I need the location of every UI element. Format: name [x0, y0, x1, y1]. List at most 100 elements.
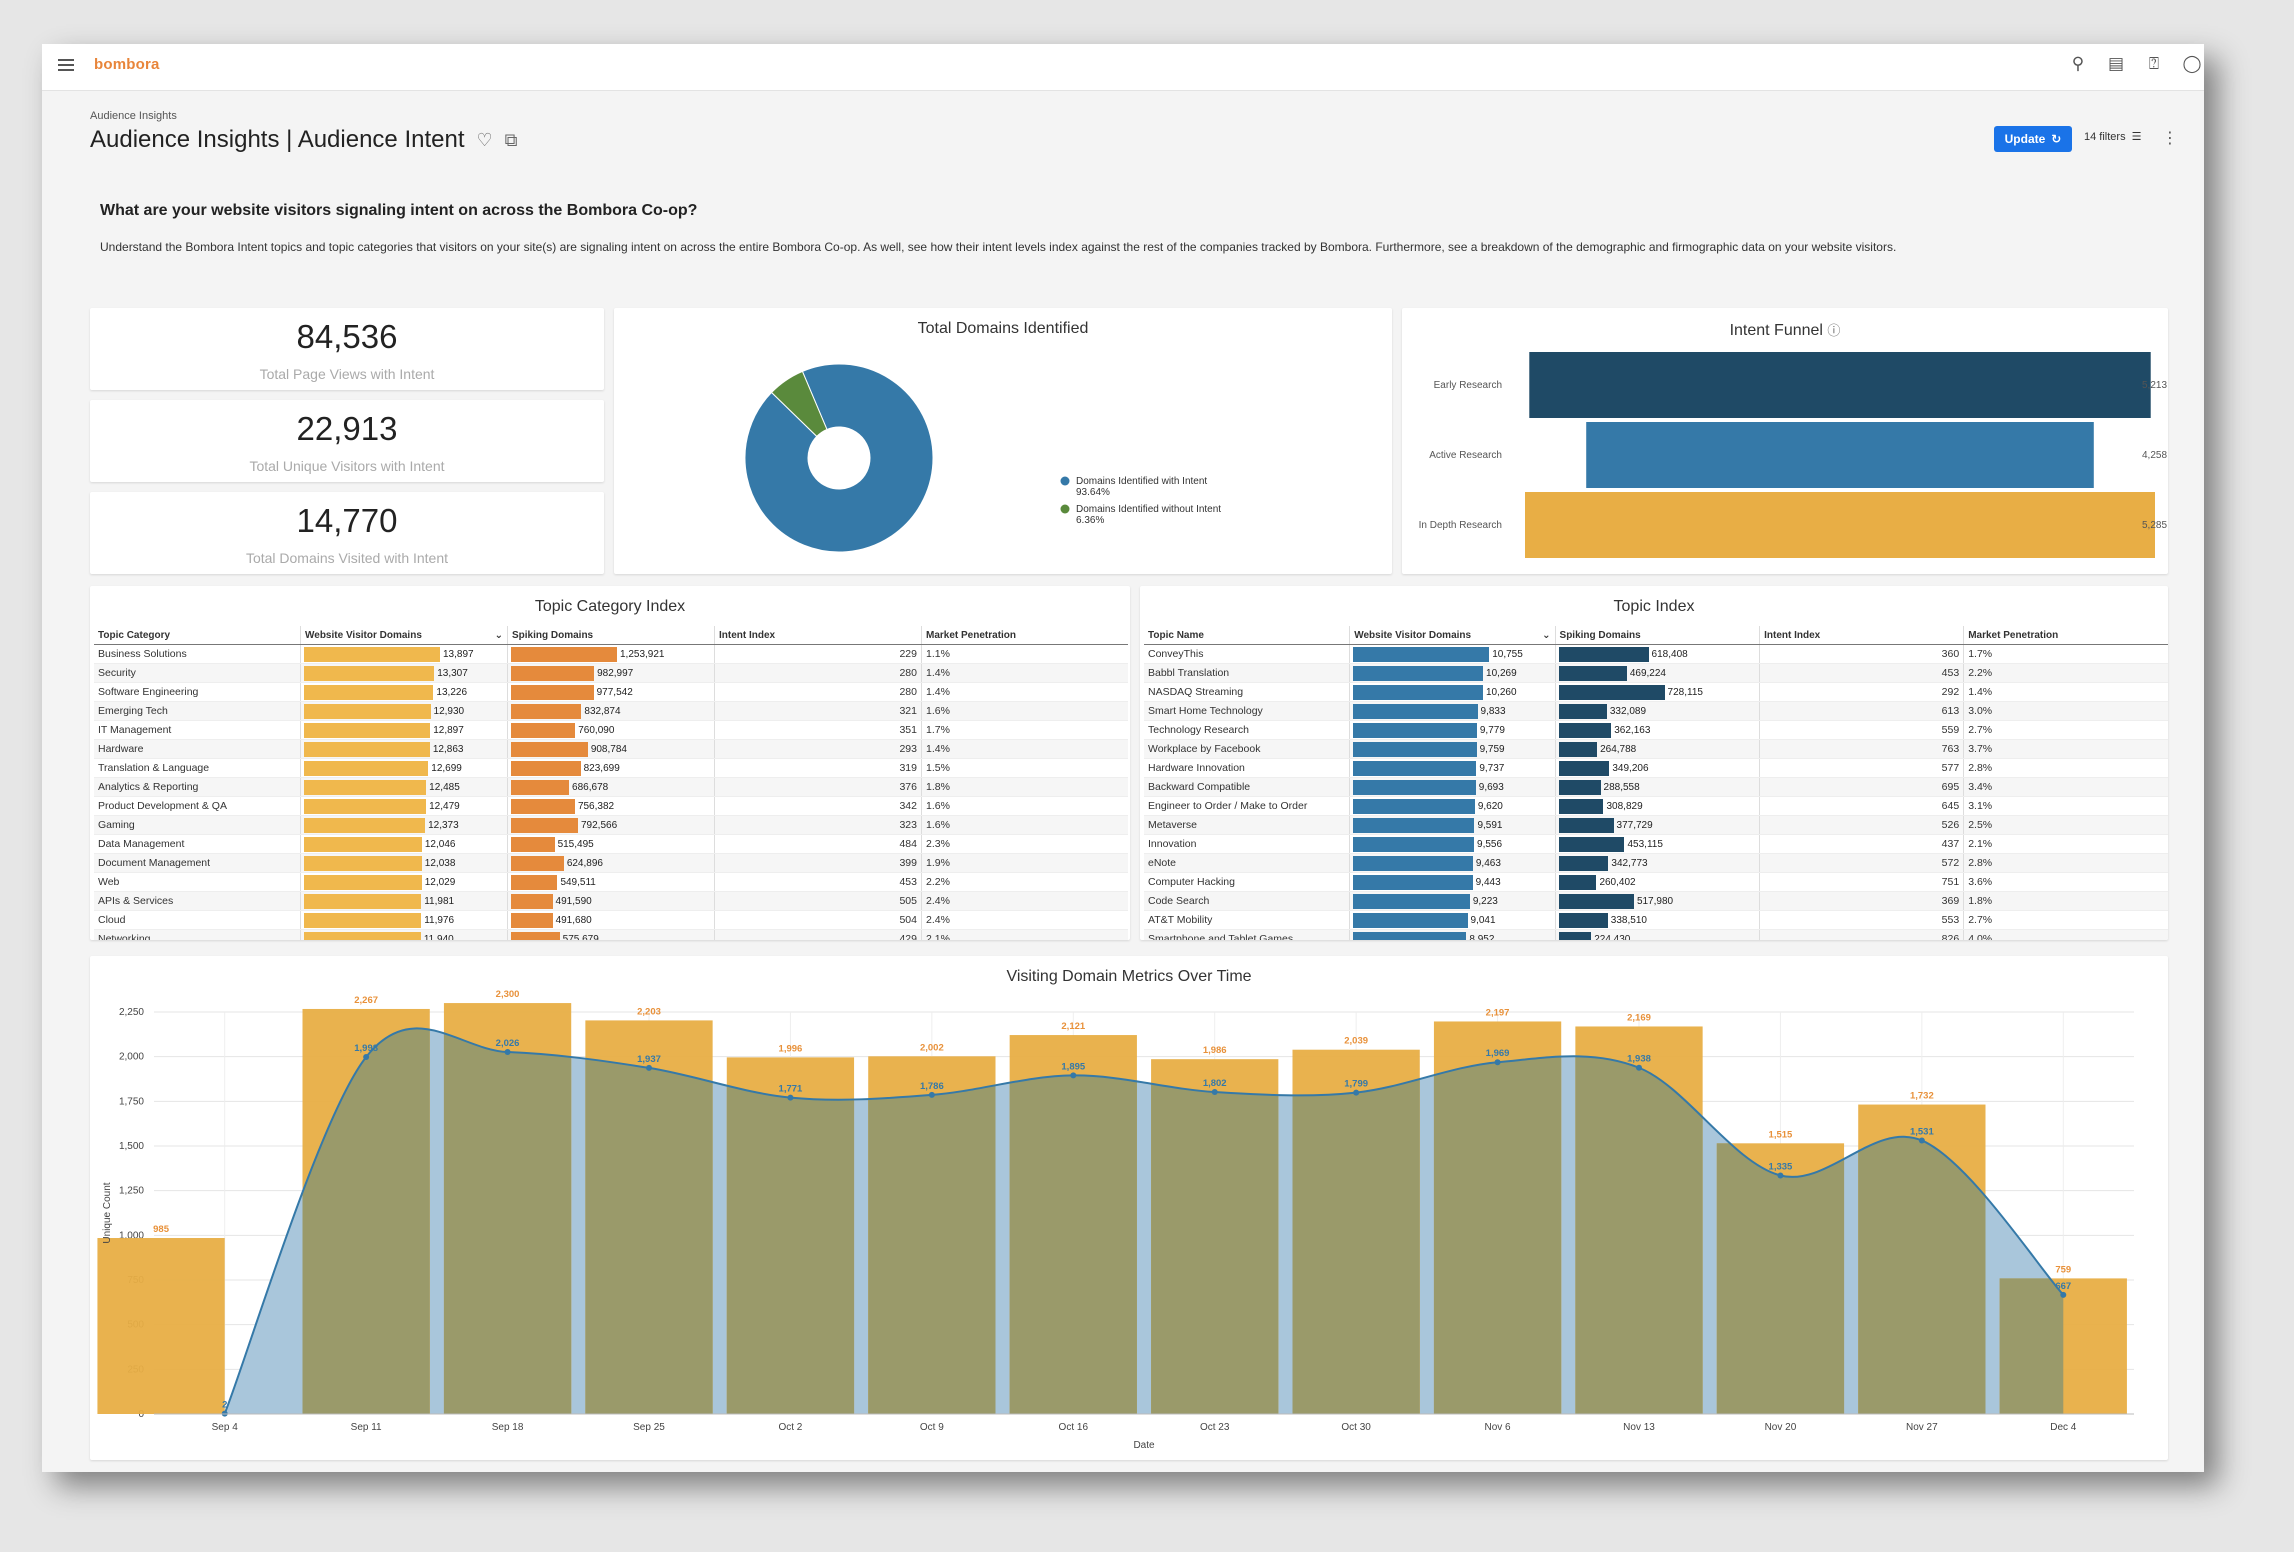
table-row[interactable]: Software Engineering 13,226 977,542 280 1.4%	[94, 682, 1128, 702]
table-row[interactable]: Document Management 12,038 624,896 399 1.9%	[94, 853, 1128, 873]
table-row[interactable]: Smart Home Technology 9,833 332,089 613 3.0%	[1144, 701, 2168, 721]
favorite-heart-icon[interactable]: ♡	[476, 129, 493, 150]
table-row[interactable]: Cloud 11,976 491,680 504 2.4%	[94, 910, 1128, 930]
table-row[interactable]: AT&T Mobility 9,041 338,510 553 2.7%	[1144, 910, 2168, 930]
cell-intent-index: 553	[1759, 910, 1965, 930]
breadcrumb[interactable]: Audience Insights	[90, 110, 177, 122]
spiking-domains-bar	[511, 647, 617, 662]
cell-spiking-domains: 728,115	[1555, 682, 1761, 702]
spiking-domains-value: 288,558	[1603, 782, 1640, 793]
col-market-penetration[interactable]: Market Penetration	[1963, 626, 2168, 645]
calendar-icon[interactable]: ▤	[2107, 54, 2125, 73]
overlap-bar	[443, 1028, 572, 1414]
table-row[interactable]: Analytics & Reporting 12,485 686,678 376 1.8…	[94, 777, 1128, 797]
table-row[interactable]: Computer Hacking 9,443 260,402 751 3.6%	[1144, 872, 2168, 892]
x-tick-label: Sep 4	[212, 1422, 239, 1433]
visitor-domains-bar	[1353, 837, 1475, 852]
table-row[interactable]: Web 12,029 549,511 453 2.2%	[94, 872, 1128, 892]
cell-spiking-domains: 977,542	[507, 682, 715, 702]
cell-visitor-domains: 12,029	[300, 872, 508, 892]
col-market-penetration[interactable]: Market Penetration	[921, 626, 1128, 645]
cell-topic: Translation & Language	[94, 758, 301, 778]
table-row[interactable]: Emerging Tech 12,930 832,874 321 1.6%	[94, 701, 1128, 721]
cell-intent-index: 484	[714, 834, 922, 854]
table-row[interactable]: Hardware Innovation 9,737 349,206 577 2.8%	[1144, 758, 2168, 778]
more-options-icon[interactable]: ⋮	[2162, 130, 2178, 147]
table-header-row: Topic Name Website Visitor Domains ⌄ Spik…	[1144, 626, 2168, 645]
table-row[interactable]: Product Development & QA 12,479 756,382 342…	[94, 796, 1128, 816]
col-topic-name[interactable]: Topic Name	[1144, 626, 1351, 645]
help-icon[interactable]: ⍰	[2148, 54, 2160, 73]
table-row[interactable]: Smartphone and Tablet Games 8,952 224,430 8…	[1144, 929, 2168, 940]
table-row[interactable]: eNote 9,463 342,773 572 2.8%	[1144, 853, 2168, 873]
cell-market-penetration: 1.6%	[921, 815, 1128, 835]
visitor-domains-bar	[304, 932, 421, 940]
table-row[interactable]: Hardware 12,863 908,784 293 1.4%	[94, 739, 1128, 759]
account-icon[interactable]: ◯	[2182, 54, 2202, 73]
cell-topic: eNote	[1144, 853, 1351, 873]
table-header-row: Topic Category Website Visitor Domains ⌄ …	[94, 626, 1128, 645]
table-row[interactable]: Workplace by Facebook 9,759 264,788 763 3.7%	[1144, 739, 2168, 759]
cell-visitor-domains: 11,976	[300, 910, 508, 930]
table-row[interactable]: Security 13,307 982,997 280 1.4%	[94, 663, 1128, 683]
table-row[interactable]: Innovation 9,556 453,115 437 2.1%	[1144, 834, 2168, 854]
intent-value-label: 1,531	[1910, 1126, 1934, 1137]
update-button[interactable]: Update ↻	[1994, 126, 2072, 152]
table-row[interactable]: Backward Compatible 9,693 288,558 695 3.4%	[1144, 777, 2168, 797]
bar-value-label: 759	[2055, 1264, 2071, 1275]
cell-topic: Backward Compatible	[1144, 777, 1351, 797]
funnel-card: Intent Funnel ⓘ Early Research 5,213 Activ…	[1402, 308, 2168, 574]
cell-intent-index: 505	[714, 891, 922, 911]
metrics-over-time-chart: 02505007501,0001,2501,5001,7502,0002,250…	[97, 989, 2134, 1451]
cell-visitor-domains: 10,269	[1349, 663, 1556, 683]
copy-icon[interactable]: ⧉	[504, 129, 518, 150]
overlap-bar	[1292, 1049, 1420, 1414]
visitor-domains-value: 12,029	[424, 877, 456, 888]
cell-topic: Document Management	[94, 853, 301, 873]
table-row[interactable]: Code Search 9,223 517,980 369 1.8%	[1144, 891, 2168, 911]
visitor-domains-value: 9,759	[1479, 744, 1505, 755]
cell-topic: Hardware Innovation	[1144, 758, 1351, 778]
bombora-logo[interactable]: bombora	[94, 56, 160, 73]
legend-label: Domains Identified with Intent	[1076, 476, 1207, 487]
table-row[interactable]: ConveyThis 10,755 618,408 360 1.7%	[1144, 644, 2168, 664]
filters-button[interactable]: 14 filters ☰	[2084, 130, 2141, 144]
cell-intent-index: 321	[714, 701, 922, 721]
table-row[interactable]: IT Management 12,897 760,090 351 1.7%	[94, 720, 1128, 740]
table-row[interactable]: Networking 11,940 575,679 429 2.1%	[94, 929, 1128, 940]
overlap-bar	[585, 1028, 713, 1414]
table-row[interactable]: Data Management 12,046 515,495 484 2.3%	[94, 834, 1128, 854]
col-intent-index[interactable]: Intent Index	[1759, 626, 1965, 645]
cell-visitor-domains: 9,591	[1349, 815, 1556, 835]
col-spiking-domains[interactable]: Spiking Domains	[1555, 626, 1761, 645]
cell-visitor-domains: 11,981	[300, 891, 508, 911]
sort-down-icon[interactable]: ⌄	[494, 629, 503, 641]
kpi-value: 22,913	[296, 410, 398, 447]
table-row[interactable]: Gaming 12,373 792,566 323 1.6%	[94, 815, 1128, 835]
cell-topic: Babbl Translation	[1144, 663, 1351, 683]
info-icon[interactable]: ⓘ	[1827, 323, 1841, 338]
col-intent-index[interactable]: Intent Index	[714, 626, 922, 645]
table-row[interactable]: Metaverse 9,591 377,729 526 2.5%	[1144, 815, 2168, 835]
cell-spiking-domains: 491,590	[507, 891, 715, 911]
cell-topic: IT Management	[94, 720, 301, 740]
table-row[interactable]: Translation & Language 12,699 823,699 319 1.…	[94, 758, 1128, 778]
col-visitor-domains[interactable]: Website Visitor Domains ⌄	[1349, 626, 1556, 645]
table-row[interactable]: Babbl Translation 10,269 469,224 453 2.2%	[1144, 663, 2168, 683]
visitor-domains-value: 9,693	[1478, 782, 1504, 793]
col-visitor-domains[interactable]: Website Visitor Domains ⌄	[300, 626, 508, 645]
hamburger-menu-icon[interactable]	[58, 59, 74, 71]
table-row[interactable]: Technology Research 9,779 362,163 559 2.7%	[1144, 720, 2168, 740]
table-row[interactable]: NASDAQ Streaming 10,260 728,115 292 1.4%	[1144, 682, 2168, 702]
table-row[interactable]: Business Solutions 13,897 1,253,921 229 1.1%	[94, 644, 1128, 664]
cell-spiking-domains: 342,773	[1555, 853, 1761, 873]
col-spiking-domains[interactable]: Spiking Domains	[507, 626, 715, 645]
col-topic-category[interactable]: Topic Category	[94, 626, 301, 645]
search-icon[interactable]: ⚲	[2071, 54, 2085, 73]
table-row[interactable]: APIs & Services 11,981 491,590 505 2.4%	[94, 891, 1128, 911]
sort-down-icon[interactable]: ⌄	[1542, 629, 1551, 641]
cell-visitor-domains: 12,479	[300, 796, 508, 816]
table-row[interactable]: Engineer to Order / Make to Order 9,620 30…	[1144, 796, 2168, 816]
funnel-chart: Early Research 5,213 Active Research 4,258 I…	[1419, 352, 2167, 558]
